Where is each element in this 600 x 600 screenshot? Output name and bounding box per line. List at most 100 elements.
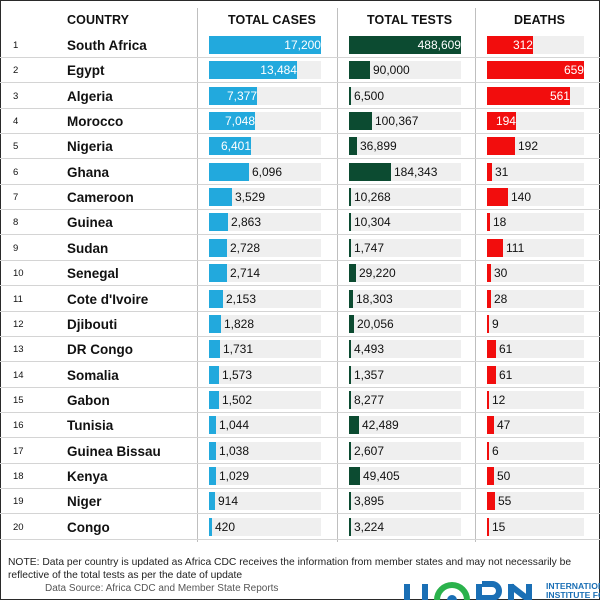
- row-separator: [0, 259, 600, 261]
- rank-number: 17: [13, 445, 24, 457]
- country-name: DR Congo: [67, 342, 133, 358]
- row-separator: [0, 57, 600, 58]
- table-row: 13 DR Congo 1,731 4,493 61: [0, 337, 600, 363]
- cases-bar: [209, 264, 227, 283]
- rank-number: 14: [13, 369, 24, 381]
- cases-bar: [209, 188, 232, 207]
- deaths-track: [487, 289, 584, 308]
- deaths-value-label: 55: [498, 494, 512, 509]
- tests-track: [349, 390, 461, 409]
- tests-track: [349, 466, 461, 485]
- deaths-value-label: 9: [492, 316, 499, 331]
- row-separator: [0, 107, 600, 109]
- deaths-bar: [487, 390, 489, 409]
- country-name: Senegal: [67, 266, 119, 282]
- table-row: 9 Sudan 2,728 1,747 111: [0, 236, 600, 261]
- deaths-value-label: 659: [563, 63, 584, 78]
- country-name: Tunisia: [67, 418, 114, 434]
- cases-track: [209, 213, 321, 232]
- data-source: Data Source: Africa CDC and Member State…: [45, 583, 279, 594]
- deaths-value-label: 111: [506, 240, 525, 255]
- rank-number: 19: [13, 496, 24, 508]
- row-separator: [0, 285, 600, 287]
- cases-bar: [209, 289, 223, 308]
- table-row: 10 Senegal 2,714 29,220 30: [0, 261, 600, 287]
- rank-number: 20: [13, 521, 24, 533]
- tests-bar: [349, 112, 372, 131]
- tests-bar: [349, 314, 354, 333]
- cases-value-label: 7,377: [226, 88, 257, 103]
- table-header: COUNTRY TOTAL CASES TOTAL TESTS DEATHS: [0, 0, 600, 34]
- deaths-track: [487, 162, 584, 181]
- deaths-track: [487, 441, 584, 460]
- tests-track: [349, 416, 461, 435]
- cases-value-label: 420: [215, 519, 236, 534]
- rank-number: 6: [13, 166, 19, 178]
- row-separator: [0, 437, 600, 439]
- cases-track: [209, 517, 321, 536]
- country-name: Nigeria: [67, 139, 113, 155]
- cases-bar: [209, 314, 221, 333]
- cases-bar: [209, 390, 219, 409]
- logo-text-line: INTERNATIONAL: [546, 581, 600, 591]
- rank-number: 5: [13, 141, 19, 153]
- deaths-track: [487, 517, 584, 536]
- deaths-track: [487, 466, 584, 485]
- deaths-bar: [487, 264, 491, 283]
- tests-bar: [349, 340, 351, 359]
- rank-number: 12: [13, 318, 24, 330]
- row-separator: [0, 234, 600, 236]
- organization-logo: INTERNATIONAL INSTITUTE FOR: [404, 580, 600, 600]
- deaths-bar: [487, 86, 570, 105]
- table-row: 5 Nigeria 6,401 36,899 192: [0, 134, 600, 160]
- table-row: 18 Kenya 1,029 49,405 50: [0, 464, 600, 489]
- cases-value-label: 1,502: [222, 392, 253, 407]
- row-separator: [0, 361, 600, 363]
- tests-track: [349, 264, 461, 283]
- deaths-value-label: 194: [495, 114, 516, 129]
- tests-track: [349, 365, 461, 384]
- column-divider: [197, 8, 198, 542]
- tests-bar: [349, 213, 351, 232]
- tests-value-label: 20,056: [357, 316, 394, 331]
- row-separator: [0, 411, 600, 413]
- tests-track: [349, 213, 461, 232]
- tests-value-label: 100,367: [375, 114, 419, 129]
- row-separator: [0, 538, 600, 540]
- deaths-bar: [487, 112, 516, 131]
- tests-value-label: 10,304: [354, 215, 391, 230]
- tests-track: [349, 238, 461, 257]
- row-separator: [0, 487, 600, 489]
- rank-number: 8: [13, 217, 19, 229]
- deaths-bar: [487, 213, 490, 232]
- tests-track: [349, 188, 461, 207]
- country-name: Algeria: [67, 88, 113, 104]
- cases-bar: [209, 112, 255, 131]
- cases-value-label: 2,728: [230, 240, 261, 255]
- tests-track: [349, 289, 461, 308]
- deaths-value-label: 61: [499, 342, 513, 357]
- country-name: Gabon: [67, 392, 110, 408]
- country-name: Egypt: [67, 63, 105, 79]
- cases-track: [209, 188, 321, 207]
- rank-number: 2: [13, 65, 19, 77]
- tests-bar: [349, 441, 351, 460]
- header-deaths: DEATHS: [514, 13, 566, 27]
- deaths-value-label: 192: [518, 139, 539, 154]
- tests-bar: [349, 162, 391, 181]
- tests-track: [349, 492, 461, 511]
- cases-bar: [209, 340, 220, 359]
- logo-text-line: INSTITUTE FOR: [546, 590, 600, 600]
- deaths-bar: [487, 517, 489, 536]
- cases-value-label: 1,573: [222, 367, 253, 382]
- table-row: 7 Cameroon 3,529 10,268 140: [0, 185, 600, 211]
- tests-track: [349, 441, 461, 460]
- deaths-track: [487, 390, 584, 409]
- tests-bar: [349, 517, 351, 536]
- deaths-track: [487, 264, 584, 283]
- logo-mark-icon: [404, 581, 532, 600]
- tests-value-label: 184,343: [394, 164, 438, 179]
- tests-value-label: 3,895: [354, 494, 385, 509]
- table-row: 8 Guinea 2,863 10,304 18: [0, 210, 600, 236]
- country-name: Cote d'Ivoire: [67, 291, 149, 307]
